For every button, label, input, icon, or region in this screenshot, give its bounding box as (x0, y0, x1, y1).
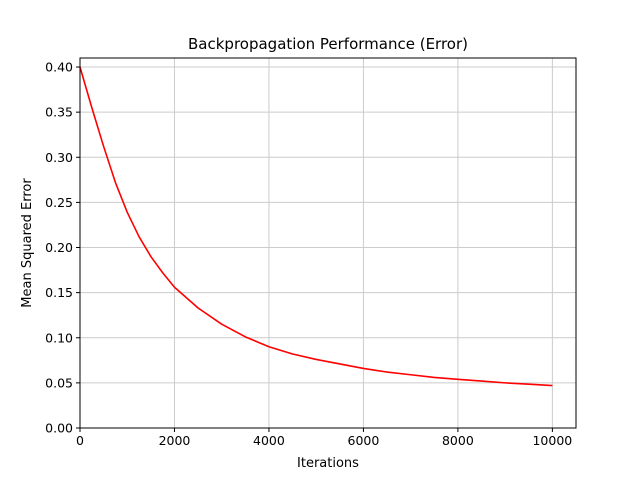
x-tick-label: 6000 (348, 433, 380, 448)
series-layer (79, 66, 553, 387)
x-tick-label: 8000 (442, 433, 474, 448)
plot-frame (79, 57, 577, 429)
x-tick-label: 4000 (253, 433, 285, 448)
x-tick-label: 10000 (532, 433, 572, 448)
x-tick-label: 2000 (159, 433, 191, 448)
grid (79, 58, 576, 429)
error-series-line (79, 66, 553, 387)
y-tick-label: 0.40 (45, 60, 73, 75)
y-tick-label: 0.05 (45, 375, 73, 390)
y-tick-label: 0.15 (45, 285, 73, 300)
y-axis-label: Mean Squared Error (20, 178, 35, 308)
x-axis-label: Iterations (297, 456, 359, 471)
y-tick-label: 0.25 (45, 195, 73, 210)
y-tick-label: 0.00 (45, 421, 73, 436)
y-tick-label: 0.10 (45, 330, 73, 345)
y-tick-label: 0.35 (45, 105, 73, 120)
x-tick-label: 0 (76, 433, 84, 448)
y-tick-label: 0.20 (45, 240, 73, 255)
ticks: 0 2000 4000 6000 8000 10000 0.00 0.05 0.10 0.15 0.… (45, 60, 572, 448)
chart-title: Backpropagation Performance (Error) (188, 35, 468, 53)
y-tick-label: 0.30 (45, 150, 73, 165)
